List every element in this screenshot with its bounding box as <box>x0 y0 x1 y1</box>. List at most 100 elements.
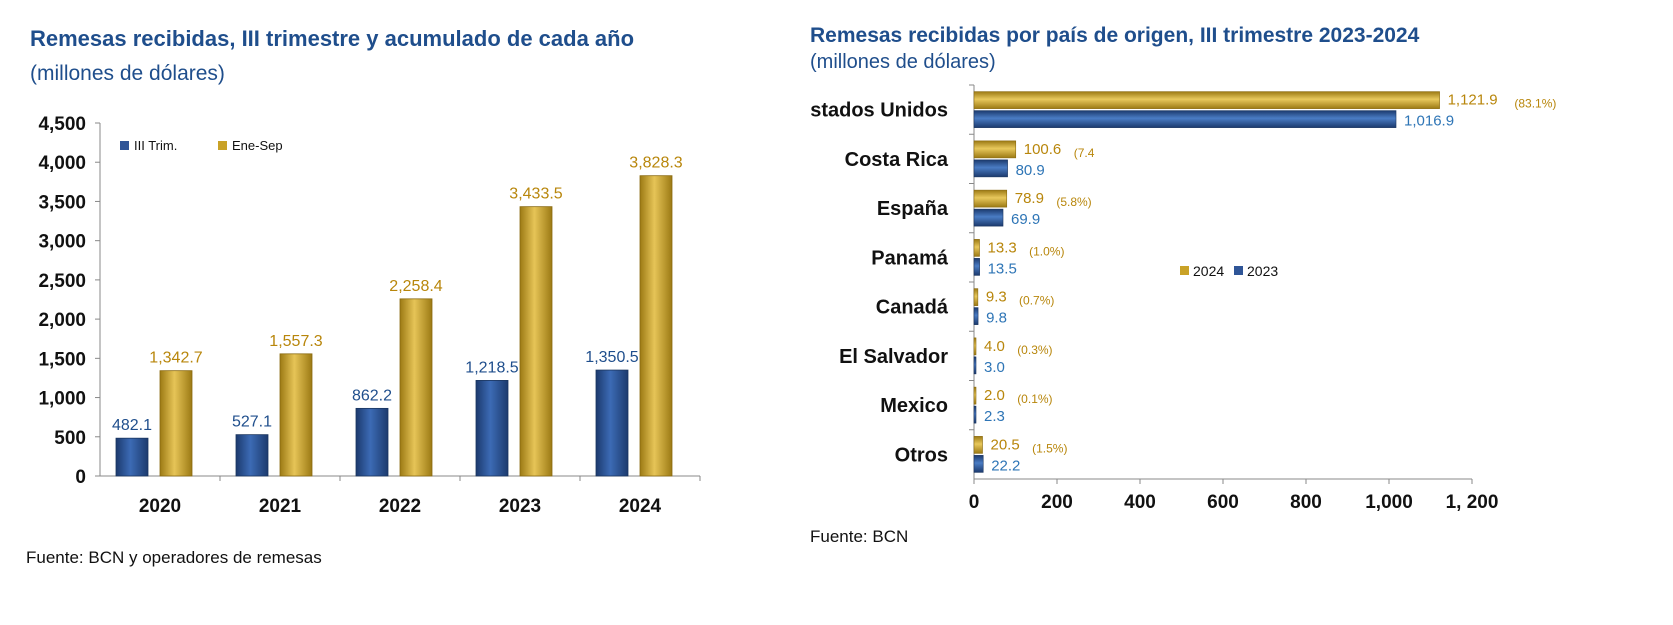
bar-2023 <box>973 258 980 276</box>
data-label: 1,218.5 <box>465 359 518 376</box>
x-tick-label: 2022 <box>379 496 421 517</box>
bar-2023 <box>973 110 1397 128</box>
share-label-2024: (7.4 <box>1074 146 1095 160</box>
y-tick-label: 0 <box>75 467 86 488</box>
bar-2023 <box>973 159 1008 178</box>
x-tick-label: 2020 <box>139 496 181 517</box>
share-label-2024: (0.3%) <box>1017 343 1052 357</box>
bar-2023 <box>973 405 977 424</box>
data-label-2024: 9.3 <box>986 289 1007 306</box>
y-tick-label: 500 <box>54 428 86 449</box>
data-label: 2,258.4 <box>389 278 442 295</box>
bar-ene-sep <box>639 175 673 477</box>
bar-iii-trim <box>355 407 389 477</box>
legend-swatch <box>1234 266 1243 275</box>
bar-ene-sep <box>399 298 433 477</box>
data-label-2024: 78.9 <box>1015 190 1044 207</box>
bar-2024 <box>973 140 1017 159</box>
left-bar-chart: 0 500 1,000 1,500 2,000 2,500 3,000 3,500 4,000 4… <box>38 114 701 517</box>
data-label-2023: 2.3 <box>984 408 1005 425</box>
bar-iii-trim <box>475 380 509 477</box>
legend-swatch <box>120 141 129 150</box>
x-tick-label: 200 <box>1041 492 1073 513</box>
legend-label: 2023 <box>1247 263 1278 279</box>
legend-label: Ene-Sep <box>232 138 283 153</box>
y-tick-label: 1,500 <box>38 349 86 370</box>
x-tick-label: 2023 <box>499 496 541 517</box>
data-label-2024: 2.0 <box>984 387 1005 404</box>
data-label-2024: 100.6 <box>1024 141 1062 158</box>
data-label: 1,342.7 <box>149 350 202 367</box>
legend-swatch <box>1180 266 1189 275</box>
legend-label: III Trim. <box>134 138 177 153</box>
bar-2023 <box>973 455 984 473</box>
y-tick-label: 1,000 <box>38 389 86 410</box>
bar-iii-trim <box>115 437 149 477</box>
bar-2024 <box>973 337 977 356</box>
category-label: Otros <box>895 444 948 466</box>
category-label: Costa Rica <box>845 149 949 171</box>
data-label-2023: 69.9 <box>1011 211 1040 228</box>
bar-2024 <box>973 436 983 454</box>
left-chart-title: Remesas recibidas, III trimestre y acumu… <box>30 26 635 51</box>
x-tick-label: 800 <box>1290 492 1322 513</box>
category-label: Estados Unidos <box>810 100 948 122</box>
bar-ene-sep <box>159 370 193 477</box>
y-tick-label: 3,000 <box>38 232 86 253</box>
data-label-2023: 9.8 <box>986 310 1007 327</box>
bar-2024 <box>973 189 1008 208</box>
x-tick-label: 400 <box>1124 492 1156 513</box>
bar-2024 <box>973 239 980 257</box>
data-label-2024: 13.3 <box>988 239 1017 256</box>
data-label: 1,350.5 <box>585 349 638 366</box>
legend-swatch <box>218 141 227 150</box>
y-tick-label: 2,500 <box>38 271 86 292</box>
left-chart-subtitle: (millones de dólares) <box>30 62 225 85</box>
category-label: Canadá <box>876 297 949 319</box>
bar-ene-sep <box>279 353 313 477</box>
data-label-2023: 1,016.9 <box>1404 113 1454 130</box>
x-tick-label: 0 <box>969 492 980 513</box>
bar-2024 <box>973 386 977 405</box>
data-label: 862.2 <box>352 387 392 404</box>
share-label-2024: (1.5%) <box>1032 441 1067 455</box>
right-bar-chart: 0 200 400 600 800 1,000 1, 200 Estados Unidos 1,… <box>810 84 1556 513</box>
category-label: El Salvador <box>839 346 948 368</box>
share-label-2024: (1.0%) <box>1029 244 1064 258</box>
category-label: Panamá <box>871 247 949 269</box>
y-tick-label: 4,000 <box>38 153 86 174</box>
data-label: 482.1 <box>112 417 152 434</box>
data-label-2024: 20.5 <box>991 436 1020 453</box>
x-tick-label: 1,000 <box>1365 492 1413 513</box>
bar-iii-trim <box>235 434 269 477</box>
y-tick-label: 2,000 <box>38 310 86 331</box>
x-tick-label: 1, 200 <box>1446 492 1499 513</box>
data-label-2023: 13.5 <box>988 260 1017 277</box>
share-label-2024: (83.1%) <box>1514 97 1556 111</box>
data-label-2024: 4.0 <box>984 338 1005 355</box>
bar-iii-trim <box>595 369 629 477</box>
right-chart-subtitle: (millones de dólares) <box>810 51 996 73</box>
data-label: 527.1 <box>232 414 272 431</box>
data-label-2023: 3.0 <box>984 359 1005 376</box>
left-chart-source: Fuente: BCN y operadores de remesas <box>26 548 322 567</box>
y-tick-label: 3,500 <box>38 192 86 213</box>
data-label: 1,557.3 <box>269 333 322 350</box>
data-label-2024: 1,121.9 <box>1448 92 1498 109</box>
x-tick-label: 2024 <box>619 496 662 517</box>
bar-ene-sep <box>519 206 553 477</box>
bar-2023 <box>973 356 977 375</box>
x-tick-label: 2021 <box>259 496 302 517</box>
data-label-2023: 22.2 <box>991 457 1020 474</box>
share-label-2024: (5.8%) <box>1056 195 1091 209</box>
right-chart-title: Remesas recibidas por país de origen, II… <box>810 24 1420 47</box>
data-label: 3,433.5 <box>509 186 562 203</box>
data-label: 3,828.3 <box>629 155 682 172</box>
bar-2024 <box>973 91 1440 109</box>
right-chart-source: Fuente: BCN <box>810 527 909 546</box>
category-label: España <box>877 198 949 220</box>
share-label-2024: (0.7%) <box>1019 294 1054 308</box>
share-label-2024: (0.1%) <box>1017 392 1052 406</box>
bar-2024 <box>973 288 979 306</box>
category-label: Mexico <box>880 395 948 417</box>
